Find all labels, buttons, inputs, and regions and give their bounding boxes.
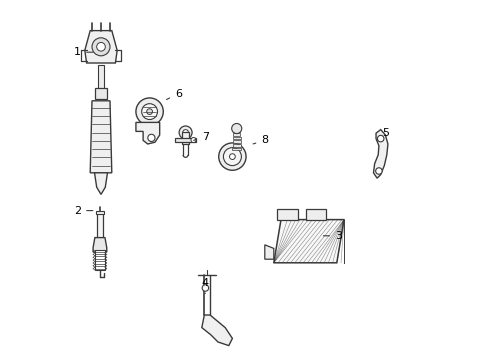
Circle shape: [219, 143, 246, 170]
Circle shape: [229, 154, 235, 159]
Bar: [233, 130, 240, 132]
Text: 7: 7: [194, 132, 209, 142]
Text: 8: 8: [253, 135, 269, 145]
Text: 5: 5: [376, 128, 389, 140]
Bar: [96, 211, 104, 214]
Bar: [232, 148, 241, 150]
Bar: [233, 133, 240, 136]
Circle shape: [97, 42, 105, 51]
Polygon shape: [265, 245, 274, 259]
Bar: [182, 132, 189, 144]
Polygon shape: [90, 101, 112, 173]
Circle shape: [142, 104, 157, 120]
Bar: [233, 144, 241, 147]
Bar: [233, 137, 241, 139]
Bar: [95, 250, 105, 270]
Polygon shape: [85, 31, 117, 63]
Circle shape: [191, 138, 196, 143]
Circle shape: [92, 38, 110, 56]
Circle shape: [232, 123, 242, 134]
Text: 1: 1: [74, 47, 93, 57]
Bar: [95, 88, 107, 99]
Circle shape: [223, 148, 242, 166]
Bar: [98, 65, 104, 94]
Polygon shape: [175, 138, 196, 142]
Circle shape: [377, 135, 384, 142]
Text: 6: 6: [167, 89, 182, 100]
FancyBboxPatch shape: [277, 209, 297, 220]
Circle shape: [202, 285, 209, 291]
Polygon shape: [93, 238, 107, 252]
Text: 4: 4: [202, 278, 209, 293]
Circle shape: [183, 130, 189, 135]
Polygon shape: [373, 130, 388, 178]
Circle shape: [136, 98, 163, 125]
Circle shape: [179, 126, 192, 139]
Bar: [97, 212, 103, 238]
Polygon shape: [274, 220, 344, 263]
Polygon shape: [136, 122, 160, 144]
Circle shape: [376, 168, 382, 174]
Bar: [233, 140, 241, 143]
Text: 2: 2: [74, 206, 93, 216]
Circle shape: [147, 109, 152, 114]
Polygon shape: [202, 315, 232, 346]
FancyBboxPatch shape: [306, 209, 326, 220]
Circle shape: [148, 134, 155, 141]
Polygon shape: [95, 173, 107, 194]
Text: 3: 3: [323, 231, 342, 241]
